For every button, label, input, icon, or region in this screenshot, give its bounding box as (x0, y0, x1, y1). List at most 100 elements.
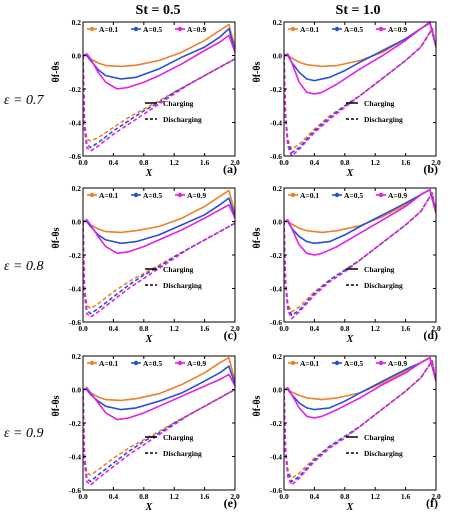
y-axis-label: θf-θs (252, 61, 263, 82)
x-axis-label: X (145, 502, 153, 513)
x-tick-label: 0.4 (109, 492, 119, 501)
row-label-eps-0.9: ε = 0.9 (4, 426, 43, 441)
legend-marker (177, 192, 183, 198)
x-tick-label: 0.4 (310, 492, 320, 501)
legend-discharging-label: Discharging (163, 281, 202, 290)
y-tick-label: -0.2 (69, 419, 81, 428)
series-line-A0.5-discharging (284, 27, 436, 154)
y-tick-label: -0.6 (69, 486, 81, 495)
panel-label: (d) (423, 328, 438, 342)
series-line-A0.1-discharging (83, 221, 235, 310)
legend-label: A=0.5 (344, 359, 363, 368)
series-line-A0.9-discharging (284, 360, 436, 486)
legend-marker (177, 26, 183, 32)
legend-charging-label: Charging (163, 99, 194, 108)
x-axis-label: X (145, 334, 153, 345)
legend-charging-label: Charging (163, 265, 194, 274)
series-group (83, 356, 235, 486)
x-tick-label: 0.0 (78, 158, 88, 167)
series-line-A0.5-discharging (284, 360, 436, 483)
legend-label: A=0.5 (143, 191, 162, 200)
legend-marker (89, 360, 95, 366)
y-tick-label: -0.2 (270, 251, 282, 260)
series-line-A0.9-charging (83, 204, 235, 255)
legend-discharging-label: Discharging (364, 281, 403, 290)
y-tick-label: -0.4 (270, 119, 282, 128)
y-tick-label: -0.6 (270, 486, 282, 495)
legend-charging-label: Charging (364, 99, 395, 108)
panel-label: (e) (224, 496, 237, 510)
legend-marker (290, 360, 296, 366)
y-tick-label: 0.0 (273, 386, 283, 395)
x-tick-label: 1.2 (371, 492, 381, 501)
x-tick-label: 0.4 (109, 324, 119, 333)
y-tick-label: 0.2 (72, 18, 82, 27)
series-line-A0.5-discharging (83, 221, 235, 315)
y-tick-label: -0.4 (69, 285, 81, 294)
series-line-A0.5-charging (83, 365, 235, 411)
x-tick-label: 1.6 (401, 492, 411, 501)
y-tick-label: 0.2 (273, 352, 283, 361)
series-line-A0.9-charging (83, 373, 235, 421)
series-group (83, 23, 235, 152)
chart-panel-c: 0.0 0.4 0.8 1.2 1.6 2.0 -0.6 -0.4 -0.2 0.0 0.2 Xθf-… (51, 184, 240, 345)
y-tick-label: -0.4 (69, 119, 81, 128)
y-tick-label: -0.4 (270, 453, 282, 462)
legend-label: A=0.9 (388, 191, 407, 200)
y-tick-label: 0.2 (273, 18, 283, 27)
y-tick-label: 0.0 (72, 386, 82, 395)
series-line-A0.9-discharging (83, 55, 235, 152)
legend-label: A=0.9 (187, 359, 206, 368)
legend-label: A=0.9 (388, 25, 407, 34)
column-title-st-1.0: St = 1.0 (336, 3, 381, 18)
x-tick-label: 0.0 (78, 324, 88, 333)
plot-frame (283, 187, 437, 323)
x-tick-label: 0.0 (279, 324, 289, 333)
y-tick-label: 0.0 (72, 218, 82, 227)
y-tick-label: -0.2 (270, 419, 282, 428)
legend-marker (378, 360, 384, 366)
y-tick-label: 0.0 (273, 218, 283, 227)
series-line-A0.1-discharging (284, 27, 436, 151)
y-tick-label: -0.6 (270, 318, 282, 327)
x-tick-label: 0.8 (340, 158, 350, 167)
x-tick-label: 1.6 (401, 158, 411, 167)
x-tick-label: 1.2 (371, 324, 381, 333)
x-tick-label: 0.0 (279, 158, 289, 167)
plot-frame (283, 21, 437, 157)
legend-marker (334, 192, 340, 198)
x-tick-label: 2.0 (431, 324, 441, 333)
y-tick-label: 0.2 (72, 184, 82, 193)
x-tick-label: 0.4 (109, 158, 119, 167)
legend-marker (177, 360, 183, 366)
legend-marker (133, 360, 139, 366)
x-tick-label: 0.8 (139, 158, 149, 167)
x-tick-label: 1.2 (170, 324, 180, 333)
chart-panel-b: 0.0 0.4 0.8 1.2 1.6 2.0 -0.6 -0.4 -0.2 0.0 0.2 Xθf-… (252, 18, 441, 179)
y-tick-label: -0.2 (270, 85, 282, 94)
legend-marker (290, 192, 296, 198)
x-tick-label: 0.4 (310, 324, 320, 333)
y-tick-label: -0.6 (69, 152, 81, 161)
legend-marker (378, 26, 384, 32)
legend-marker (378, 192, 384, 198)
legend-marker (133, 192, 139, 198)
legend-label: A=0.1 (99, 191, 118, 200)
row-label-eps-0.7: ε = 0.7 (4, 93, 44, 108)
legend-label: A=0.1 (300, 359, 319, 368)
legend-label: A=0.5 (143, 25, 162, 34)
x-tick-label: 1.6 (200, 492, 210, 501)
legend-marker (334, 360, 340, 366)
x-axis-label: X (346, 334, 354, 345)
legend-marker (133, 26, 139, 32)
x-tick-label: 0.4 (310, 158, 320, 167)
series-line-A0.9-discharging (83, 221, 235, 318)
y-axis-label: θf-θs (51, 61, 62, 82)
column-title-st-0.5: St = 0.5 (136, 3, 181, 18)
series-line-A0.9-charging (284, 21, 436, 95)
legend-discharging-label: Discharging (364, 115, 403, 124)
y-tick-label: -0.6 (69, 318, 81, 327)
x-tick-label: 0.8 (340, 324, 350, 333)
x-axis-label: X (346, 168, 354, 179)
